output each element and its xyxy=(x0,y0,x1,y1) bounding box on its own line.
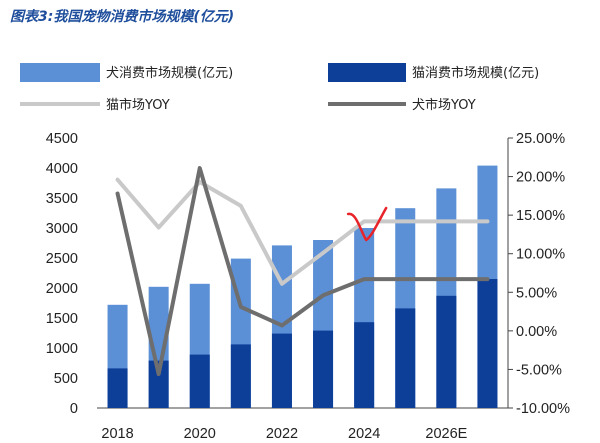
legend-label-dog-market: 犬消费市场规模(亿元) xyxy=(106,65,233,81)
annotations xyxy=(346,206,388,242)
bar-cat-market xyxy=(189,354,210,408)
right-tick-label: 20.00% xyxy=(516,170,565,186)
left-tick-label: 500 xyxy=(54,371,78,387)
right-tick-label: -10.00% xyxy=(516,401,570,417)
line-cat-yoy xyxy=(115,177,490,286)
left-tick-label: 2500 xyxy=(46,251,78,267)
bar-cat-market xyxy=(395,308,416,408)
left-tick-label: 4000 xyxy=(46,161,78,177)
legend-label-cat-yoy: 猫市场YOY xyxy=(106,97,170,113)
right-tick-label: 0.00% xyxy=(516,324,557,340)
left-tick-label: 1500 xyxy=(46,311,78,327)
bars xyxy=(107,165,498,408)
left-tick-label: 3000 xyxy=(46,221,78,237)
bar-cat-market xyxy=(436,295,457,408)
left-tick-label: 2000 xyxy=(46,281,78,297)
axes: 0 500 1000 1500 2000 2500 3000 3500 4000 4500 -10.… xyxy=(46,131,570,442)
left-tick-label: 3500 xyxy=(46,191,78,207)
yoy-lines xyxy=(115,166,490,377)
bar-cat-market xyxy=(313,330,334,408)
bar-cat-market xyxy=(271,333,292,408)
x-tick-label: 2024 xyxy=(348,426,380,442)
bar-cat-market xyxy=(107,368,128,408)
right-tick-label: 25.00% xyxy=(516,131,565,147)
right-tick-label: 15.00% xyxy=(516,208,565,224)
right-tick-label: -5.00% xyxy=(516,362,562,378)
x-tick-label: 2020 xyxy=(184,426,216,442)
watermark: 雪球:mavk-张 xyxy=(482,427,559,441)
bar-cat-market xyxy=(477,279,498,408)
legend: 犬消费市场规模(亿元) 猫消费市场规模(亿元) 猫市场YOY 犬市场YOY xyxy=(20,63,539,113)
bar-cat-market xyxy=(230,344,251,408)
x-tick-label: 2022 xyxy=(266,426,298,442)
x-tick-label: 2018 xyxy=(101,426,133,442)
left-tick-label: 1000 xyxy=(46,341,78,357)
left-tick-label: 0 xyxy=(70,401,78,417)
legend-label-cat-market: 猫消费市场规模(亿元) xyxy=(412,65,539,81)
left-tick-label: 4500 xyxy=(46,131,78,147)
bar-cat-market xyxy=(148,360,169,408)
chart-title: 图表3:我国宠物消费市场规模(亿元) xyxy=(10,8,234,25)
legend-swatch-cat-market xyxy=(328,63,406,82)
legend-label-dog-yoy: 犬市场YOY xyxy=(412,97,476,113)
right-tick-label: 10.00% xyxy=(516,247,565,263)
line-dog-yoy xyxy=(115,166,490,377)
bar-cat-market xyxy=(354,322,375,408)
red-check-annotation xyxy=(346,206,388,242)
legend-swatch-dog-market xyxy=(20,63,100,82)
x-tick-label: 2026E xyxy=(425,426,467,442)
right-tick-label: 5.00% xyxy=(516,285,557,301)
